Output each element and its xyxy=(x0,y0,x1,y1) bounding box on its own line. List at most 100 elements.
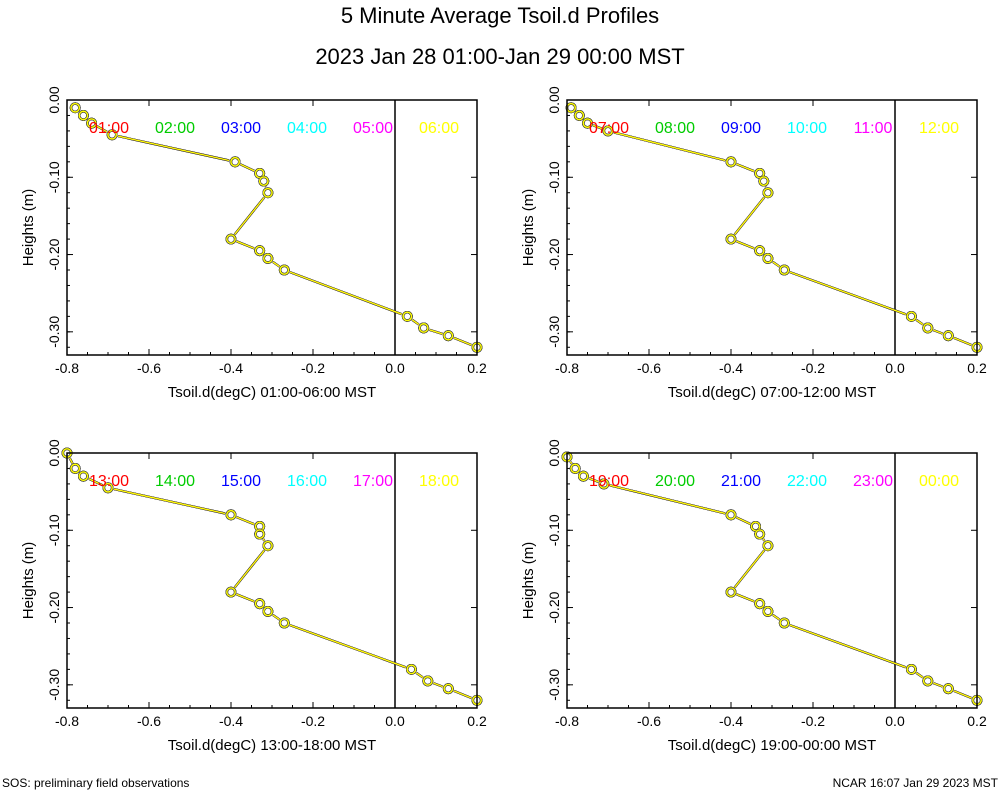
x-tick-label: -0.4 xyxy=(219,713,243,729)
x-tick-label: -0.8 xyxy=(55,713,79,729)
series-line-21:00 xyxy=(569,461,972,699)
data-point xyxy=(279,265,290,275)
plot-frame xyxy=(566,452,978,709)
y-tick-label: -0.20 xyxy=(46,591,62,623)
data-point xyxy=(754,598,765,609)
data-point xyxy=(262,606,273,617)
series-line-19:00 xyxy=(569,461,972,699)
series-line-00:00 xyxy=(569,461,972,699)
y-tick-label: -0.30 xyxy=(546,316,562,348)
series-line-shadow-20:00 xyxy=(569,461,972,700)
y-tick-label: 0.00 xyxy=(546,439,562,466)
series-line-shadow-19:00 xyxy=(569,461,972,700)
legend-entry: 02:00 xyxy=(155,120,195,137)
x-tick-label: -0.2 xyxy=(301,713,325,729)
data-point xyxy=(906,664,917,675)
x-tick-label: -0.2 xyxy=(801,713,825,729)
data-point xyxy=(943,330,954,341)
x-tick-label: 0.2 xyxy=(967,713,987,729)
footer-timestamp: NCAR 16:07 Jan 29 2023 MST xyxy=(832,776,998,790)
data-point xyxy=(230,156,241,167)
data-point xyxy=(763,187,773,198)
data-point xyxy=(754,529,765,540)
x-tick-label: 0.0 xyxy=(885,360,905,376)
x-tick-label: 0.0 xyxy=(385,713,405,729)
legend-entry: 07:00 xyxy=(589,120,629,137)
legend-entry: 09:00 xyxy=(721,120,761,137)
y-tick-label: 0.00 xyxy=(546,86,562,113)
legend-entry: 04:00 xyxy=(287,120,327,137)
x-tick-label: -0.4 xyxy=(719,360,743,376)
y-tick-label: 0.00 xyxy=(46,86,62,113)
x-tick-label: 0.0 xyxy=(385,360,405,376)
legend-entry: 23:00 xyxy=(853,473,893,490)
y-tick-label: -0.20 xyxy=(546,591,562,623)
data-point xyxy=(70,463,81,474)
data-point xyxy=(906,311,917,322)
data-point xyxy=(254,245,265,256)
y-tick-label: -0.10 xyxy=(46,161,62,193)
y-tick-label: -0.30 xyxy=(546,669,562,701)
x-tick-label: 0.2 xyxy=(467,713,487,729)
legend-entry: 00:00 xyxy=(919,473,959,490)
data-point xyxy=(754,245,765,256)
data-point xyxy=(226,234,236,244)
series-line-23:00 xyxy=(569,461,972,699)
legend-entry: 15:00 xyxy=(221,473,261,490)
legend-entry: 06:00 xyxy=(419,120,459,137)
plot-frame xyxy=(566,99,978,356)
legend-entry: 05:00 xyxy=(353,120,393,137)
data-point xyxy=(262,253,273,264)
data-point xyxy=(763,253,773,264)
y-axis-label: Heights (m) xyxy=(20,189,37,267)
x-tick-label: -0.6 xyxy=(637,713,661,729)
data-point xyxy=(406,664,417,675)
x-tick-label: 0.2 xyxy=(467,360,487,376)
data-point xyxy=(443,330,454,341)
data-point xyxy=(763,606,773,617)
data-point xyxy=(226,587,236,597)
x-tick-label: -0.8 xyxy=(55,360,79,376)
data-point xyxy=(402,311,413,322)
series-line-12:00 xyxy=(592,124,972,346)
data-point xyxy=(254,168,265,179)
plot-frame xyxy=(66,452,478,709)
data-point xyxy=(578,471,589,482)
chart-subtitle: 2023 Jan 28 01:00-Jan 29 00:00 MST xyxy=(315,44,685,69)
legend-entry: 18:00 xyxy=(419,473,459,490)
legend-entry: 17:00 xyxy=(353,473,393,490)
data-point xyxy=(726,587,736,597)
y-axis-label: Heights (m) xyxy=(520,542,537,620)
series-line-06:00 xyxy=(96,125,472,346)
y-tick-label: 0.00 xyxy=(46,439,62,466)
x-tick-label: 0.2 xyxy=(967,360,987,376)
data-point xyxy=(254,529,265,540)
data-point xyxy=(726,234,736,244)
legend-entry: 19:00 xyxy=(589,473,629,490)
data-point xyxy=(262,187,273,198)
data-point xyxy=(574,110,585,121)
x-axis-label: Tsoil.d(degC) 13:00-18:00 MST xyxy=(168,737,376,754)
series-line-20:00 xyxy=(569,461,972,699)
data-point xyxy=(262,540,273,551)
y-axis-label: Heights (m) xyxy=(520,189,537,267)
series-line-shadow-21:00 xyxy=(569,461,972,700)
series-line-shadow-22:00 xyxy=(569,461,972,700)
data-point xyxy=(258,176,269,187)
x-axis-label: Tsoil.d(degC) 01:00-06:00 MST xyxy=(168,384,376,401)
data-point xyxy=(78,471,89,482)
y-tick-label: -0.20 xyxy=(546,238,562,270)
y-tick-label: -0.10 xyxy=(46,514,62,546)
data-point xyxy=(422,676,433,686)
data-point xyxy=(254,598,265,609)
data-point xyxy=(758,176,769,187)
data-point xyxy=(86,118,97,129)
legend-entry: 11:00 xyxy=(854,120,893,137)
x-axis-label: Tsoil.d(degC) 07:00-12:00 MST xyxy=(668,384,876,401)
x-tick-label: -0.4 xyxy=(219,360,243,376)
legend-entry: 14:00 xyxy=(155,473,195,490)
